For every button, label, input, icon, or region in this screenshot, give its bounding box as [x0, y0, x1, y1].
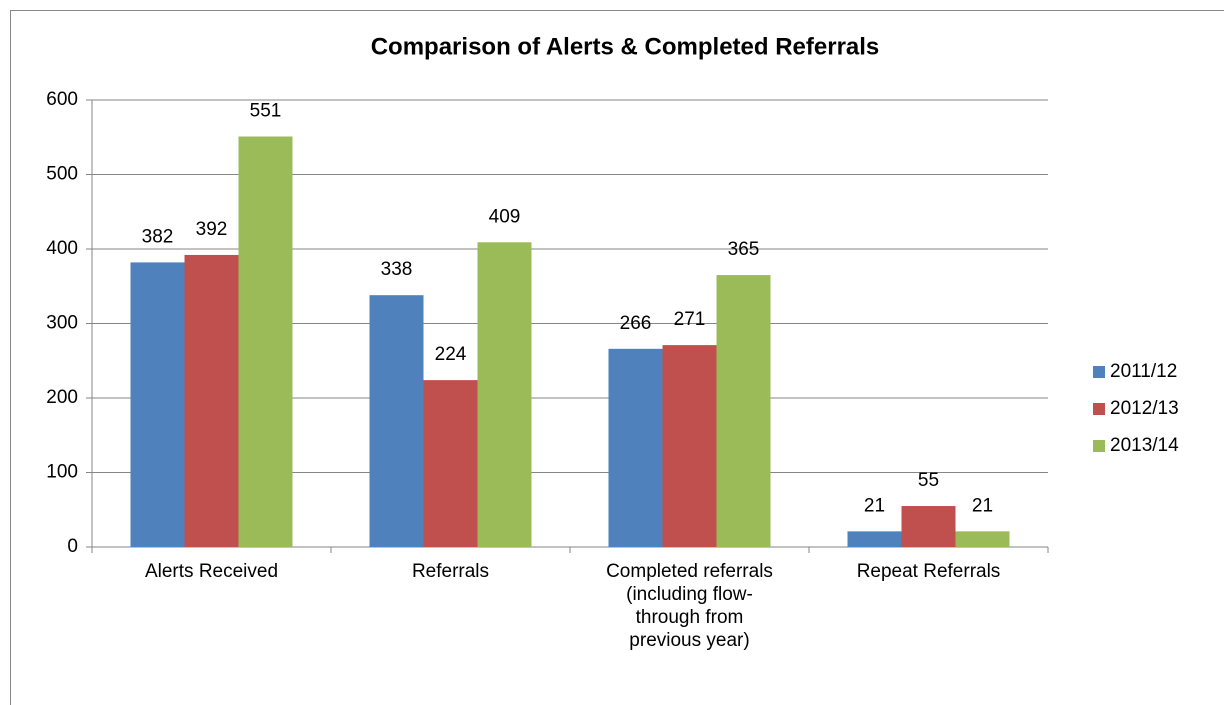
x-tick-label-box: Referrals [411, 561, 490, 582]
y-tick-label: 400 [46, 238, 78, 259]
bar [477, 242, 532, 548]
bar [955, 531, 1010, 547]
bar [369, 295, 424, 547]
legend-label: 2012/13 [1110, 398, 1179, 419]
y-tick-label: 0 [67, 536, 78, 557]
bar [130, 262, 185, 547]
x-tick-label-box: Alerts Received [144, 561, 279, 582]
bar [662, 345, 717, 547]
data-label: 21 [864, 495, 885, 516]
x-tick-label: Completed referrals (including flow-thro… [606, 561, 773, 651]
legend-label: 2013/14 [1110, 435, 1179, 456]
data-label: 409 [489, 206, 521, 227]
legend-swatch [1093, 403, 1105, 415]
data-label: 382 [142, 226, 174, 247]
data-label: 365 [728, 239, 760, 260]
data-label: 224 [435, 344, 467, 365]
bar [716, 275, 771, 547]
x-tick-label: Referrals [411, 561, 490, 582]
bar [901, 506, 956, 547]
y-tick-label: 100 [46, 462, 78, 483]
bar [184, 254, 239, 547]
x-tick-label: Alerts Received [144, 561, 279, 582]
y-tick-label: 200 [46, 387, 78, 408]
data-label: 338 [381, 259, 413, 280]
legend-swatch [1093, 366, 1105, 378]
legend-swatch [1093, 440, 1105, 452]
bar [847, 531, 902, 547]
y-tick-label: 600 [46, 89, 78, 110]
legend-label: 2011/12 [1110, 361, 1177, 382]
data-label: 55 [918, 470, 939, 491]
bar [423, 380, 478, 547]
y-tick-label: 500 [46, 164, 78, 185]
data-label: 551 [250, 101, 282, 122]
data-label: 392 [196, 219, 228, 240]
data-label: 21 [972, 495, 993, 516]
chart-title: Comparison of Alerts & Completed Referra… [371, 33, 880, 60]
data-label: 271 [674, 309, 706, 330]
x-tick-label: Repeat Referrals [856, 561, 1001, 582]
y-tick-label: 300 [46, 313, 78, 334]
x-tick-label-box: Completed referrals (including flow-thro… [606, 561, 773, 651]
x-tick-label-box: Repeat Referrals [856, 561, 1001, 582]
bar [238, 136, 293, 547]
bar [608, 348, 663, 547]
data-label: 266 [620, 313, 652, 334]
